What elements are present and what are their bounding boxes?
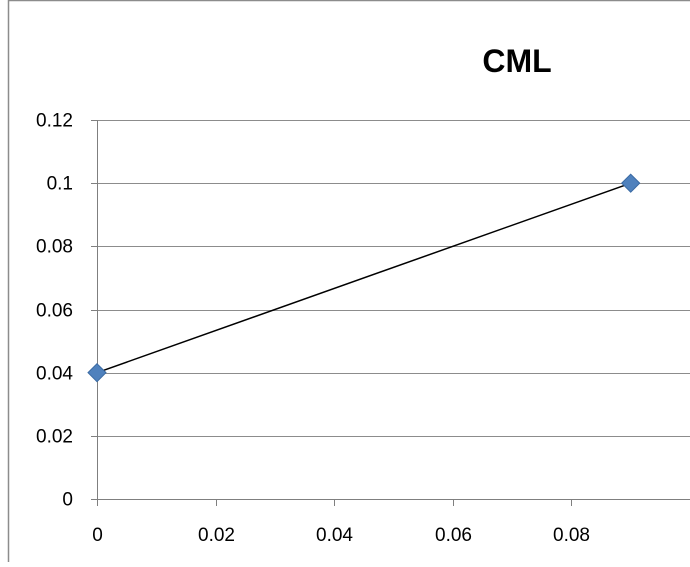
chart-title: CML <box>482 43 551 79</box>
y-tick-label: 0.08 <box>36 237 73 258</box>
x-tick-label: 0.02 <box>198 525 235 546</box>
x-tick-label: 0.06 <box>435 525 472 546</box>
data-point-diamond <box>88 364 106 382</box>
y-tick-label: 0.02 <box>36 427 73 448</box>
series-line <box>97 183 631 372</box>
y-tick-label: 0.12 <box>36 111 73 132</box>
x-tick-label: 0 <box>92 525 103 546</box>
y-tick-label: 0.06 <box>36 301 73 322</box>
x-tick-label: 0.08 <box>553 525 590 546</box>
data-point-diamond <box>622 174 640 192</box>
x-tick-label: 0.04 <box>316 525 353 546</box>
y-tick-label: 0.04 <box>36 364 73 385</box>
y-tick-label: 0.1 <box>47 174 73 195</box>
y-tick-label: 0 <box>62 490 73 511</box>
